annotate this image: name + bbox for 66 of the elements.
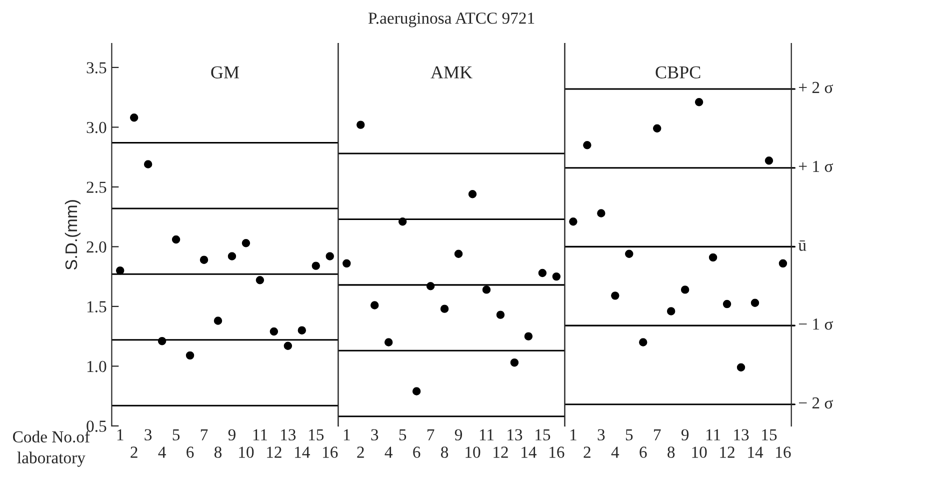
x-tick-label: 2 (584, 446, 590, 458)
x-tick-label: 6 (186, 446, 194, 458)
x-tick-label: 3 (144, 429, 152, 440)
text: AMK (430, 66, 472, 78)
ref-line-label: + 2 σ (798, 82, 833, 94)
text: Code No.of laboratory (13, 430, 90, 467)
x-tick-label: 14 (295, 446, 310, 458)
x-tick-label: 13 (281, 429, 296, 440)
ref-line-label: ū (798, 240, 806, 251)
x-tick-label: 5 (626, 429, 633, 440)
text: P.aeruginosa ATCC 9721 (368, 12, 534, 28)
x-tick-label: 10 (692, 446, 707, 458)
x-tick-label: 9 (228, 429, 236, 440)
x-tick-label: 7 (427, 429, 434, 440)
x-tick-label: 2 (357, 446, 364, 458)
x-tick-label: 16 (776, 446, 791, 458)
x-tick-label: 8 (441, 446, 448, 458)
x-tick-label: 11 (706, 429, 720, 440)
x-tick-label: 7 (200, 429, 208, 440)
y-tick-label: 2.5 (86, 182, 106, 193)
y-tick-label: 1.0 (87, 360, 106, 372)
x-tick-label: 15 (309, 429, 324, 440)
x-tick-label: 2 (130, 446, 138, 458)
y-tick-label: 3.5 (86, 62, 106, 74)
y-tick-label: 3.0 (86, 122, 106, 134)
x-tick-label: 10 (466, 446, 480, 458)
x-tick-label: 14 (748, 446, 764, 458)
x-tick-label: 11 (480, 429, 494, 440)
x-tick-label: 4 (611, 446, 620, 458)
x-tick-label: 5 (172, 429, 180, 440)
x-tick-label: 1 (570, 429, 576, 440)
text: CBPC (656, 66, 700, 78)
y-tick-label: 1.5 (87, 301, 106, 312)
x-tick-label: 16 (550, 446, 564, 458)
x-tick-label: 4 (384, 446, 393, 458)
x-tick-label: 15 (762, 429, 777, 440)
x-tick-label: 14 (522, 446, 537, 458)
y-tick-label: 0.5 (86, 420, 106, 432)
x-tick-label: 12 (494, 446, 508, 458)
x-tick-label: 10 (239, 446, 254, 458)
y-tick-label: 2.0 (86, 241, 106, 253)
x-tick-label: 12 (267, 446, 282, 458)
x-tick-label: 15 (536, 429, 550, 440)
x-tick-label: 16 (323, 446, 338, 458)
x-tick-label: 13 (508, 429, 522, 440)
x-tick-label: 3 (371, 429, 378, 440)
x-tick-label: 6 (640, 446, 647, 458)
y-axis-title: S.D.(mm) (64, 200, 80, 270)
x-tick-label: 11 (253, 429, 267, 440)
x-tick-label: 9 (454, 429, 462, 440)
x-tick-label: 13 (734, 429, 749, 440)
x-tick-label: 1 (117, 429, 124, 440)
text: GM (211, 66, 240, 78)
ref-line-label: − 1 σ (798, 318, 833, 330)
x-tick-label: 9 (681, 429, 689, 440)
x-tick-label: 8 (214, 446, 222, 458)
x-tick-label: 8 (668, 446, 675, 458)
x-tick-label: 12 (720, 446, 734, 458)
ref-line-label: − 2 σ (798, 397, 833, 409)
x-tick-label: 5 (399, 429, 406, 440)
x-tick-label: 6 (413, 446, 420, 458)
x-tick-label: 3 (598, 429, 605, 440)
ref-line-label: + 1 σ (798, 160, 833, 172)
x-tick-label: 1 (344, 429, 350, 440)
x-tick-label: 4 (158, 446, 166, 458)
x-tick-label: 7 (654, 429, 661, 440)
